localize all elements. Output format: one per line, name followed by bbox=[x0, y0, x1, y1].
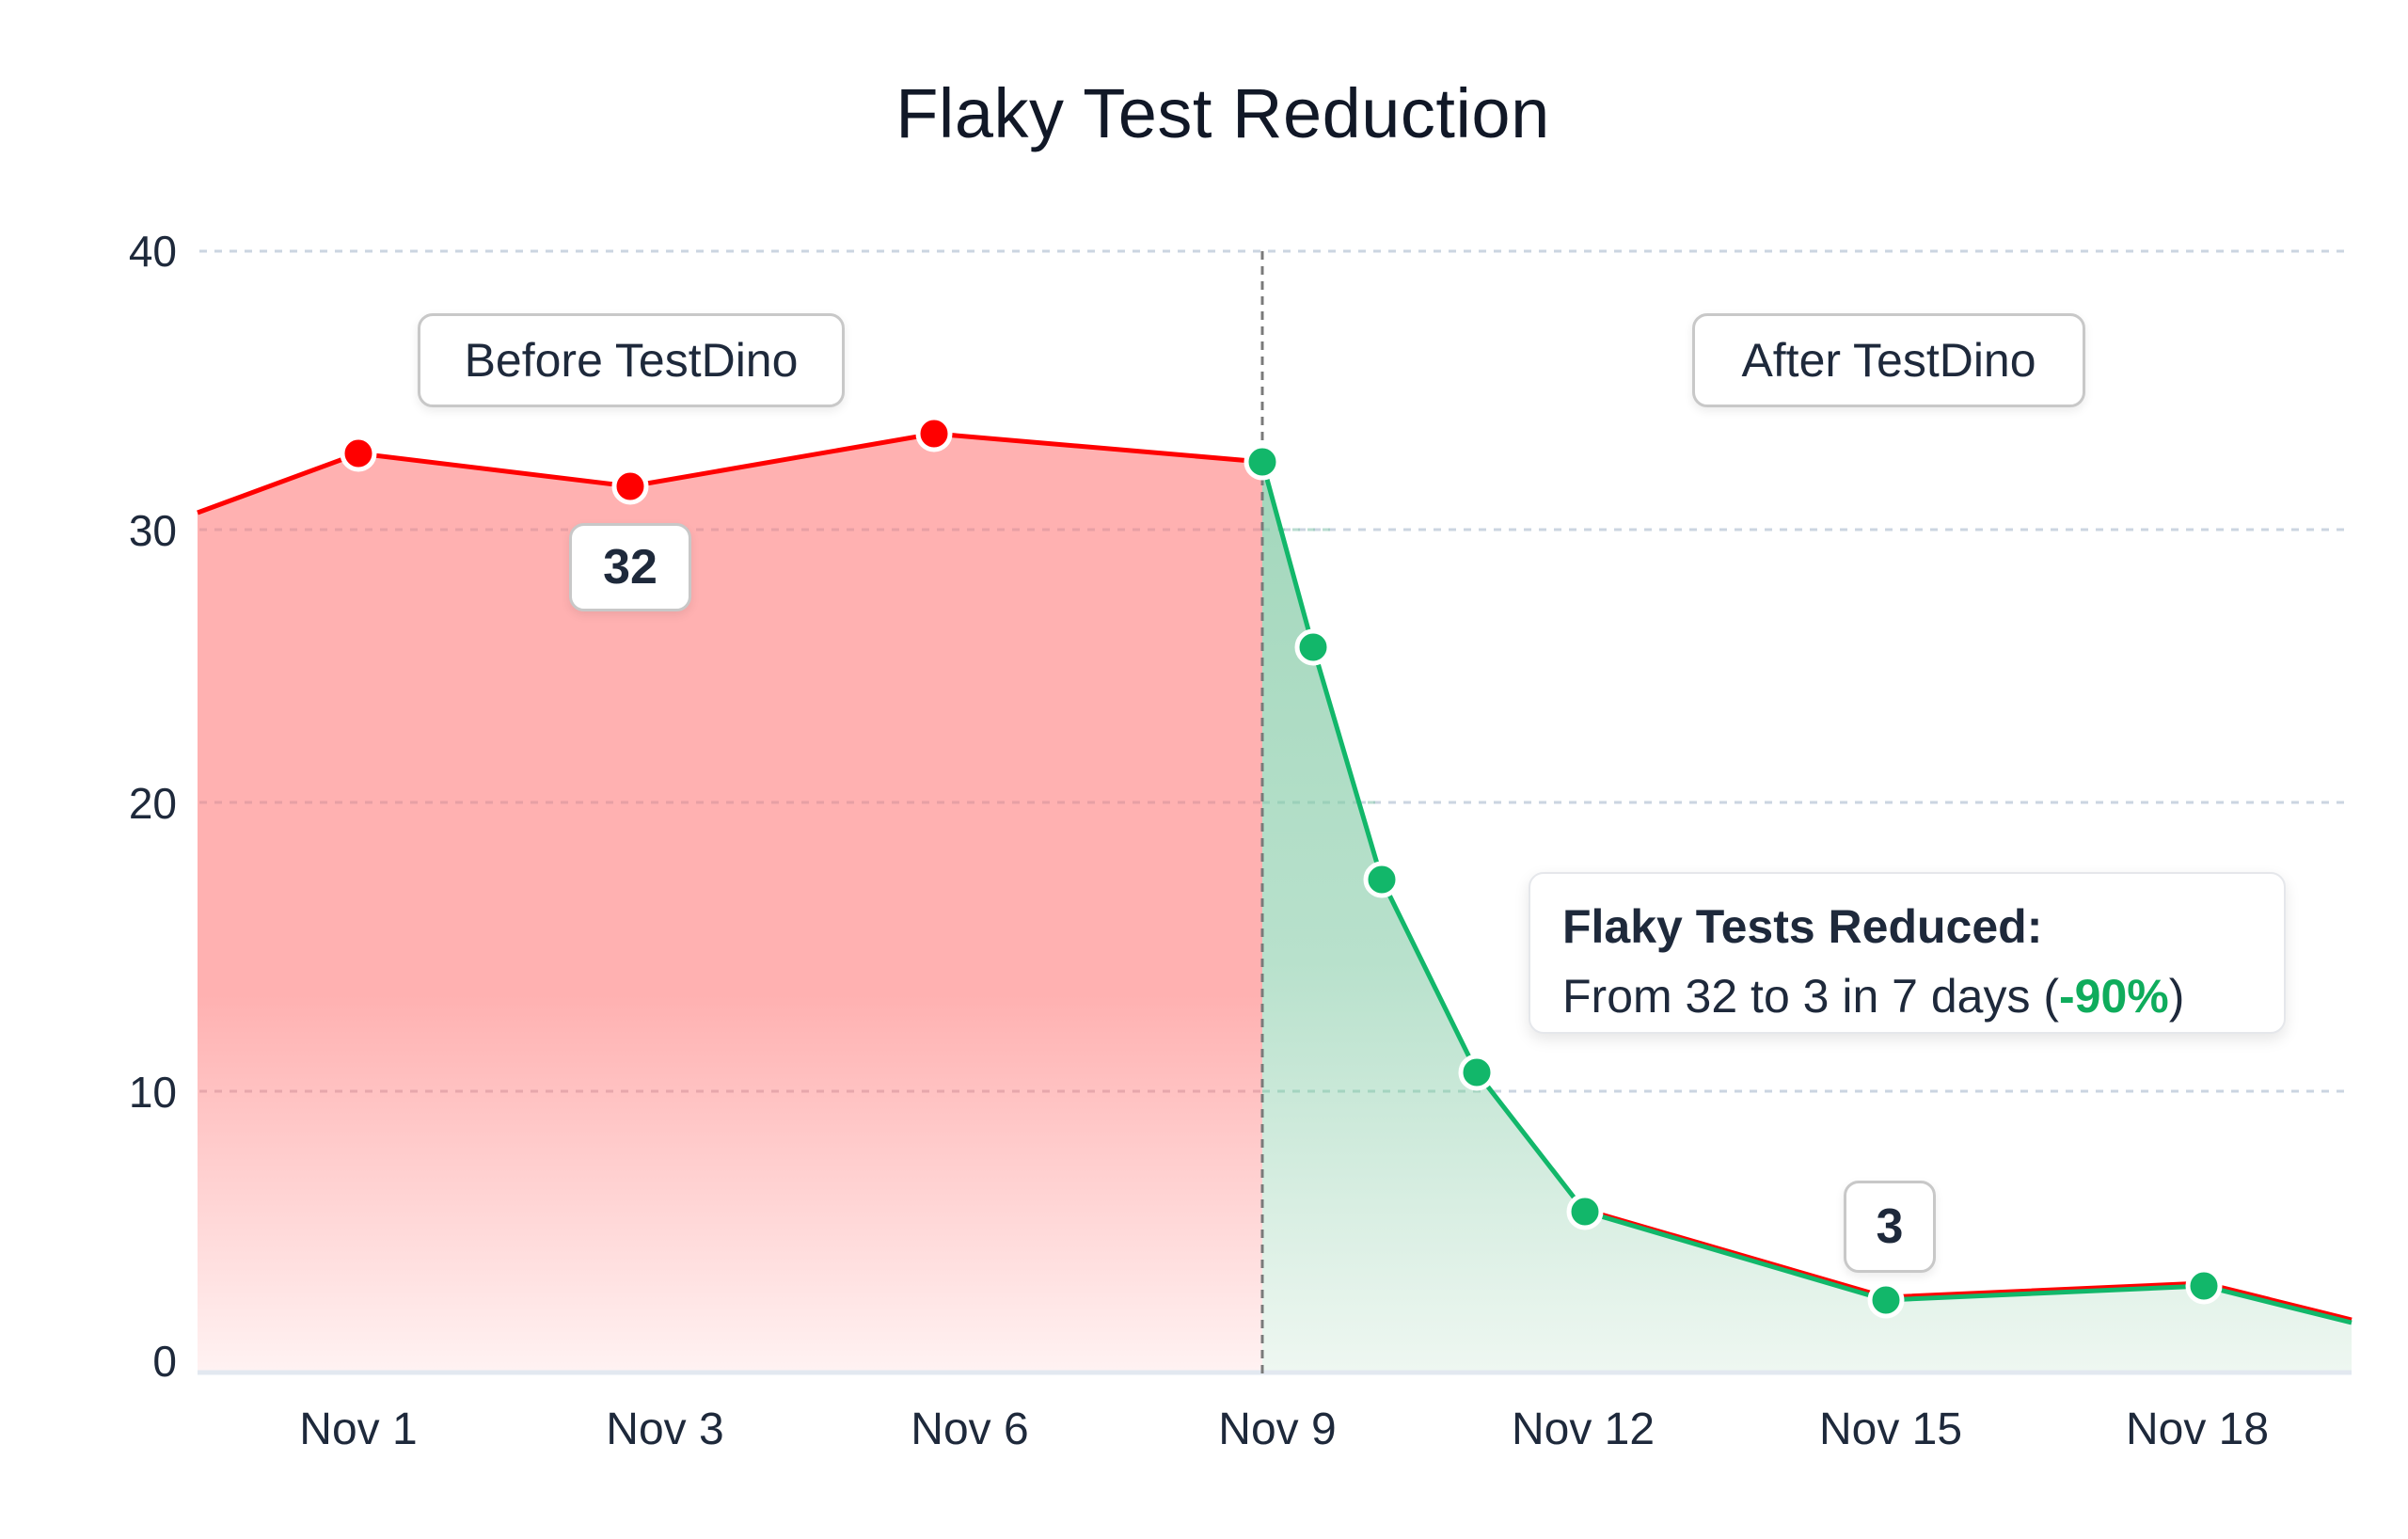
svg-text:Nov 12: Nov 12 bbox=[1512, 1404, 1655, 1454]
svg-text:30: 30 bbox=[129, 506, 177, 555]
svg-text:Nov 9: Nov 9 bbox=[1218, 1404, 1336, 1454]
svg-text:Nov 18: Nov 18 bbox=[2126, 1404, 2269, 1454]
before-markers bbox=[340, 415, 953, 505]
point-nov18 bbox=[2185, 1267, 2223, 1305]
before-period-label: Before TestDino bbox=[418, 313, 845, 407]
point-nov1 bbox=[340, 435, 377, 472]
svg-text:Nov 15: Nov 15 bbox=[1819, 1404, 1962, 1454]
before-area bbox=[198, 434, 1262, 1371]
point-nov3 bbox=[611, 468, 649, 505]
after-area bbox=[1262, 462, 2352, 1371]
chart-title: Flaky Test Reduction bbox=[895, 74, 1550, 152]
after-markers bbox=[1244, 443, 2223, 1319]
summary-title: Flaky Tests Reduced: bbox=[1562, 900, 2043, 953]
summary-percent: -90% bbox=[2059, 970, 2169, 1023]
after-period-label: After TestDino bbox=[1692, 313, 2085, 407]
summary-body: From 32 to 3 in 7 days (-90%) bbox=[1562, 960, 2252, 1032]
summary-suffix: ) bbox=[2168, 970, 2185, 1023]
point-nov12 bbox=[1566, 1193, 1604, 1230]
value-label-3: 3 bbox=[1844, 1181, 1936, 1273]
point-nov6 bbox=[915, 415, 953, 452]
summary-prefix: From 32 to 3 in 7 days ( bbox=[1562, 970, 2060, 1023]
svg-text:Nov 3: Nov 3 bbox=[606, 1404, 723, 1454]
summary-annotation: Flaky Tests Reduced: From 32 to 3 in 7 d… bbox=[1529, 872, 2286, 1034]
svg-text:Nov 6: Nov 6 bbox=[911, 1404, 1028, 1454]
svg-text:20: 20 bbox=[129, 779, 177, 828]
value-label-32: 32 bbox=[569, 523, 691, 611]
x-axis-labels: Nov 1 Nov 3 Nov 6 Nov 9 Nov 12 Nov 15 No… bbox=[299, 1404, 2269, 1454]
svg-text:Nov 1: Nov 1 bbox=[299, 1404, 417, 1454]
svg-text:10: 10 bbox=[129, 1068, 177, 1117]
point-nov15 bbox=[1867, 1281, 1905, 1319]
svg-text:0: 0 bbox=[152, 1337, 177, 1386]
svg-text:40: 40 bbox=[129, 227, 177, 276]
point-nov9 bbox=[1244, 443, 1281, 481]
y-axis-labels: 40 30 20 10 0 bbox=[129, 227, 177, 1386]
after-line bbox=[1259, 461, 2353, 1325]
